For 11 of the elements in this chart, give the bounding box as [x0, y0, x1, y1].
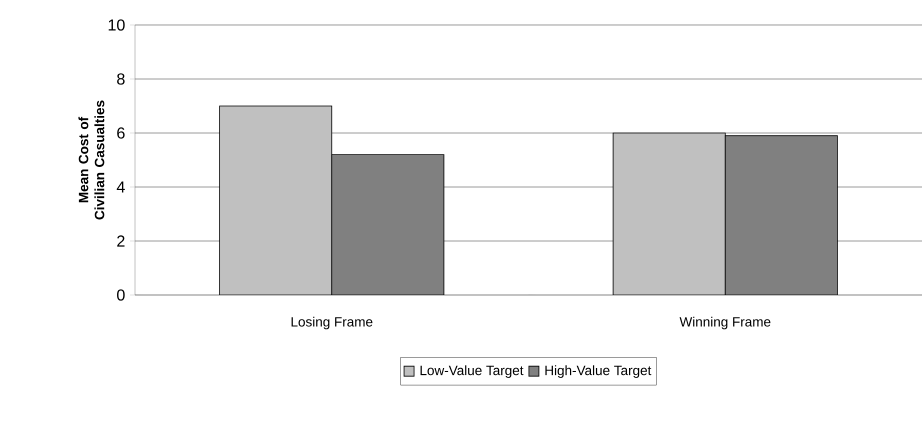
y-tick-label: 4	[116, 181, 125, 193]
y-tick-label: 6	[117, 127, 125, 139]
y-tick-label: 2	[117, 235, 124, 247]
x-tick-label: Losing Frame	[292, 316, 372, 330]
y-tick-label: 10	[108, 19, 125, 31]
y-tick-label: 0	[117, 289, 125, 301]
x-tick-label: Winning Frame	[680, 316, 770, 330]
y-tick-label: 8	[117, 73, 125, 85]
legend-label: Low-Value Target	[420, 365, 524, 378]
legend-label: High-Value Target	[545, 365, 652, 378]
y-axis-title: Mean Cost of Civilian Casualties	[78, 100, 104, 220]
